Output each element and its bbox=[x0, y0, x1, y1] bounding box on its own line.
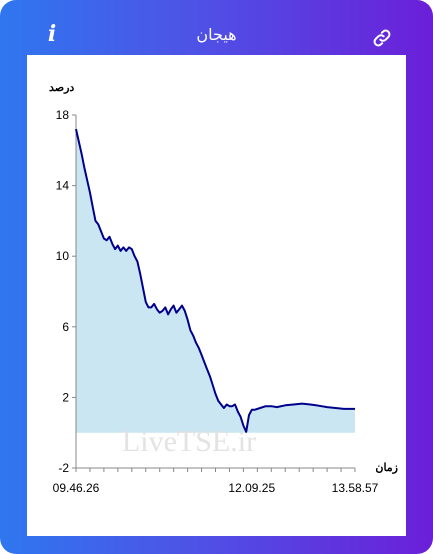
area-fill bbox=[76, 129, 355, 433]
x-tick-label: 12.09.25 bbox=[228, 481, 275, 495]
page-title: هیجان bbox=[196, 25, 237, 44]
chart-panel: LiveTSE.ir -2 2 6 10 14 18 09.46.26 12.09.25 13.5… bbox=[27, 55, 406, 536]
y-axis-label: درصد bbox=[49, 82, 74, 94]
y-tick-label: 6 bbox=[62, 320, 69, 334]
link-icon[interactable] bbox=[372, 28, 392, 48]
x-tick-label: 13.58.57 bbox=[332, 481, 379, 495]
y-tick-label: -2 bbox=[58, 461, 69, 475]
x-tick-label: 09.46.26 bbox=[53, 481, 100, 495]
x-axis-label: زمان bbox=[375, 462, 398, 474]
y-tick-label: 18 bbox=[56, 108, 70, 122]
y-tick-label: 10 bbox=[56, 249, 70, 263]
title-bar: i هیجان bbox=[0, 0, 433, 55]
emotion-chart: LiveTSE.ir -2 2 6 10 14 18 09.46.26 12.09.25 13.5… bbox=[49, 82, 398, 495]
y-tick-label: 2 bbox=[62, 390, 69, 404]
y-tick-label: 14 bbox=[56, 179, 70, 193]
series-line bbox=[75, 128, 355, 433]
info-icon[interactable]: i bbox=[47, 21, 57, 47]
watermark: LiveTSE.ir bbox=[122, 425, 256, 458]
